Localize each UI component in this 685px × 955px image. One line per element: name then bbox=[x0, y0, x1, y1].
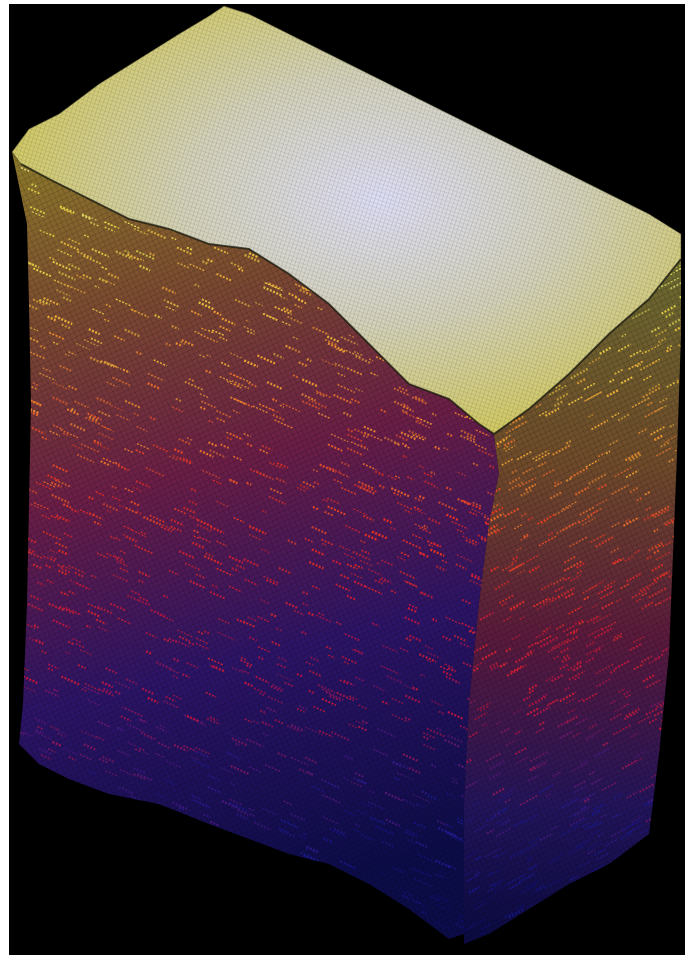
voxel-render bbox=[11, 5, 682, 944]
3d-viewport[interactable] bbox=[9, 4, 685, 955]
ridge-edge bbox=[20, 163, 682, 436]
